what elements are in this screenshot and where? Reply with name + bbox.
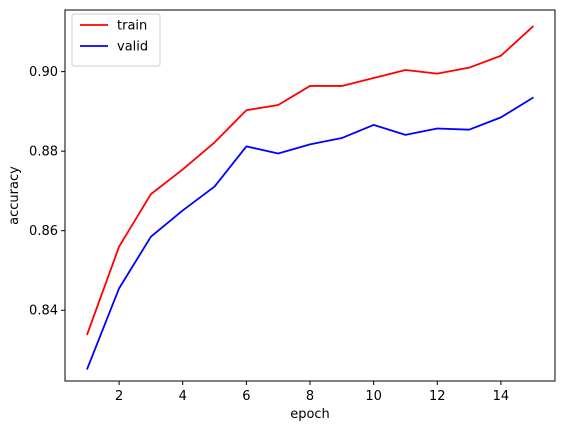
x-tick-label: 2 <box>115 389 123 404</box>
x-tick-label: 6 <box>242 389 250 404</box>
y-tick-label: 0.90 <box>29 65 58 80</box>
x-tick-label: 10 <box>365 389 382 404</box>
y-axis-label: accuracy <box>7 166 22 225</box>
x-tick-label: 8 <box>306 389 314 404</box>
legend-label-train: train <box>117 19 147 34</box>
legend-label-valid: valid <box>117 40 148 55</box>
x-tick-label: 4 <box>179 389 187 404</box>
x-tick-label: 14 <box>493 389 510 404</box>
legend: train valid <box>72 14 160 66</box>
y-tick-label: 0.86 <box>29 224 58 239</box>
x-axis-label: epoch <box>290 407 330 422</box>
y-tick-label: 0.84 <box>29 304 58 319</box>
x-tick-label: 12 <box>429 389 446 404</box>
y-tick-label: 0.88 <box>29 145 58 160</box>
